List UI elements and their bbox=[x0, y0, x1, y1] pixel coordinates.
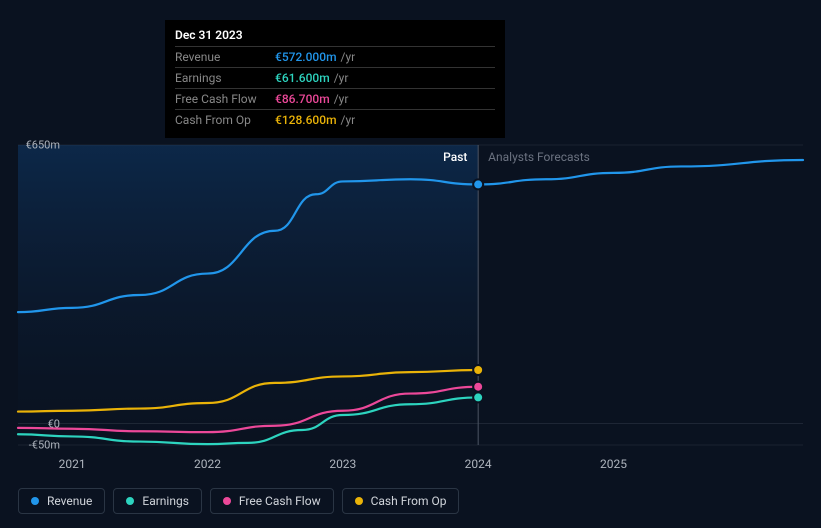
tooltip-metric-label: Earnings bbox=[175, 69, 275, 87]
tooltip-row: Cash From Op€128.600m/yr bbox=[175, 109, 495, 130]
y-tick-label: €0 bbox=[10, 417, 60, 430]
legend-label: Cash From Op bbox=[371, 494, 447, 508]
marker-revenue bbox=[473, 179, 483, 189]
tooltip-row: Revenue€572.000m/yr bbox=[175, 46, 495, 67]
legend-item[interactable]: Revenue bbox=[18, 488, 105, 514]
x-tick-label: 2024 bbox=[465, 457, 492, 471]
legend-dot-icon bbox=[126, 497, 134, 505]
tooltip-unit: /yr bbox=[341, 48, 356, 66]
tooltip-unit: /yr bbox=[334, 90, 349, 108]
legend: Revenue Earnings Free Cash Flow Cash From O… bbox=[18, 488, 459, 514]
legend-dot-icon bbox=[223, 497, 231, 505]
financials-chart[interactable]: €650m €0 -€50m 2021 2022 2023 2024 2025 Past A… bbox=[0, 0, 821, 524]
tooltip-metric-value: €61.600m bbox=[275, 69, 330, 87]
tooltip-metric-label: Free Cash Flow bbox=[175, 90, 275, 108]
x-tick-label: 2022 bbox=[194, 457, 221, 471]
tooltip-unit: /yr bbox=[334, 69, 349, 87]
legend-label: Free Cash Flow bbox=[239, 494, 321, 508]
tooltip-unit: /yr bbox=[341, 111, 356, 129]
y-tick-label: -€50m bbox=[10, 439, 60, 452]
tooltip-metric-label: Revenue bbox=[175, 48, 275, 66]
tooltip-metric-value: €128.600m bbox=[275, 111, 337, 129]
tooltip-row: Free Cash Flow€86.700m/yr bbox=[175, 88, 495, 109]
marker-free_cash_flow bbox=[473, 382, 483, 392]
legend-label: Revenue bbox=[47, 494, 92, 508]
marker-cash_from_op bbox=[473, 365, 483, 375]
legend-item[interactable]: Cash From Op bbox=[342, 488, 460, 514]
x-tick-label: 2025 bbox=[600, 457, 627, 471]
tooltip-metric-label: Cash From Op bbox=[175, 111, 275, 129]
legend-label: Earnings bbox=[142, 494, 189, 508]
x-tick-label: 2021 bbox=[59, 457, 86, 471]
legend-item[interactable]: Free Cash Flow bbox=[210, 488, 334, 514]
tooltip-row: Earnings€61.600m/yr bbox=[175, 67, 495, 88]
forecast-region-label: Analysts Forecasts bbox=[488, 150, 590, 164]
tooltip-metric-value: €86.700m bbox=[275, 90, 330, 108]
marker-earnings bbox=[473, 392, 483, 402]
legend-item[interactable]: Earnings bbox=[113, 488, 202, 514]
x-tick-label: 2023 bbox=[329, 457, 356, 471]
past-region-label: Past bbox=[443, 150, 467, 164]
tooltip-title: Dec 31 2023 bbox=[175, 26, 495, 46]
legend-dot-icon bbox=[355, 497, 363, 505]
chart-tooltip: Dec 31 2023 Revenue€572.000m/yrEarnings€… bbox=[165, 20, 505, 138]
y-tick-label: €650m bbox=[10, 139, 60, 152]
tooltip-metric-value: €572.000m bbox=[275, 48, 337, 66]
legend-dot-icon bbox=[31, 497, 39, 505]
